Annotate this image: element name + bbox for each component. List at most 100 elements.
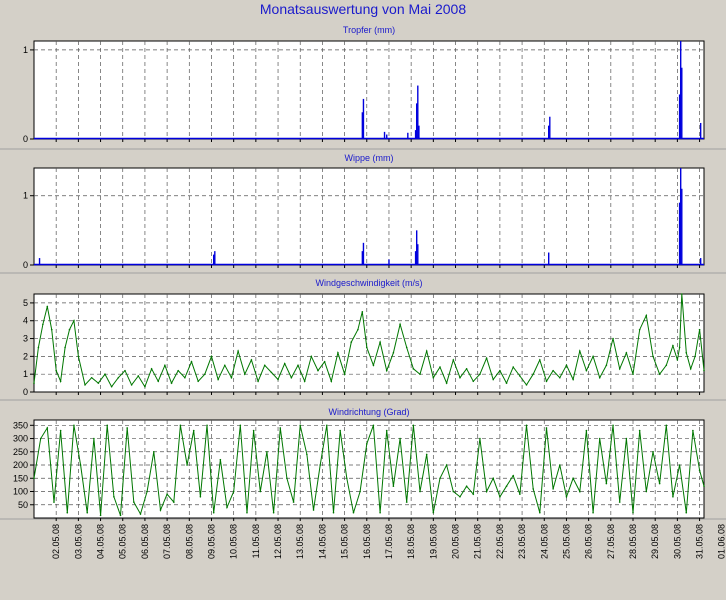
data-point (46, 427, 49, 429)
data-point (237, 350, 239, 352)
data-point (632, 511, 634, 514)
data-point (399, 437, 401, 440)
data-point (179, 424, 182, 427)
data-point (270, 371, 273, 374)
y-tick-label: 1 (23, 369, 28, 379)
data-point (519, 493, 521, 495)
data-point (439, 366, 441, 368)
data-point (153, 450, 155, 453)
data-point (252, 429, 255, 432)
data-point (346, 477, 348, 480)
data-point (46, 305, 49, 308)
x-tick-label: 12.05.08 (273, 524, 283, 559)
data-point (685, 511, 688, 514)
data-point (319, 464, 321, 466)
data-point (612, 424, 614, 427)
x-tick-label: 21.05.08 (473, 524, 483, 559)
data-point (99, 514, 102, 517)
data-point (678, 346, 681, 349)
data-point (598, 437, 601, 440)
x-tick-label: 22.05.08 (495, 524, 505, 559)
data-point (306, 453, 308, 456)
data-point (605, 482, 608, 485)
data-point (210, 355, 213, 358)
data-point (113, 496, 115, 498)
data-point (605, 364, 608, 367)
data-point (618, 501, 621, 503)
data-point (539, 359, 541, 361)
data-point (68, 328, 71, 331)
data-point (665, 364, 668, 367)
data-point (532, 373, 534, 375)
data-point (126, 427, 128, 429)
x-tick-label: 23.05.08 (517, 524, 527, 559)
y-tick-label: 0 (23, 387, 28, 397)
data-point (658, 373, 661, 375)
data-point (337, 352, 339, 354)
data-point (658, 482, 661, 485)
data-point (432, 511, 435, 514)
y-tick-label: 300 (13, 434, 28, 444)
data-point (572, 378, 574, 381)
data-point (359, 490, 361, 493)
data-point (459, 496, 461, 498)
data-point (192, 429, 195, 432)
plot-area (33, 293, 705, 393)
data-point (232, 490, 235, 493)
data-point (197, 380, 199, 383)
data-point (90, 376, 93, 379)
data-point (39, 437, 42, 440)
data-point (326, 424, 328, 427)
data-point (106, 424, 109, 427)
data-point (239, 424, 242, 427)
data-point (585, 429, 588, 432)
x-tick-label: 28.05.08 (628, 524, 638, 559)
y-tick-label: 2 (23, 351, 28, 361)
data-point (184, 376, 186, 379)
data-point (243, 373, 246, 375)
x-tick-label: 25.05.08 (561, 524, 571, 559)
x-tick-label: 03.05.08 (73, 524, 83, 559)
data-point (286, 477, 288, 480)
x-tick-label: 15.05.08 (340, 524, 350, 559)
data-point (558, 376, 561, 379)
data-point (545, 427, 548, 429)
data-point (133, 501, 135, 503)
data-point (164, 364, 166, 367)
data-point (479, 373, 481, 375)
x-tick-label: 11.05.08 (251, 524, 261, 558)
data-point (110, 385, 113, 388)
y-tick-label: 150 (13, 473, 28, 483)
data-point (352, 511, 355, 514)
y-tick-label: 5 (23, 298, 28, 308)
data-point (223, 364, 226, 367)
data-point (159, 509, 162, 511)
data-point (492, 477, 495, 480)
panel-title: Windrichtung (Grad) (328, 407, 409, 417)
data-point (399, 323, 401, 326)
data-point (419, 490, 421, 493)
y-tick-label: 50 (18, 500, 28, 510)
x-tick-label: 01.06.08 (717, 524, 726, 559)
data-point (512, 366, 515, 368)
x-tick-label: 20.05.08 (451, 524, 461, 559)
data-point (365, 443, 368, 445)
data-point (425, 453, 428, 456)
data-point (137, 375, 140, 377)
data-point (292, 501, 295, 503)
data-point (512, 474, 515, 477)
data-point (266, 450, 268, 453)
data-point (372, 424, 375, 427)
data-point (592, 355, 594, 358)
data-point (465, 368, 468, 370)
x-tick-label: 14.05.08 (317, 524, 327, 559)
y-tick-label: 350 (13, 420, 28, 430)
data-point (186, 464, 188, 466)
data-point (479, 437, 481, 440)
series-line (33, 425, 705, 516)
data-point (592, 511, 594, 514)
data-point (703, 485, 705, 488)
data-point (84, 384, 86, 386)
data-point (42, 323, 44, 326)
